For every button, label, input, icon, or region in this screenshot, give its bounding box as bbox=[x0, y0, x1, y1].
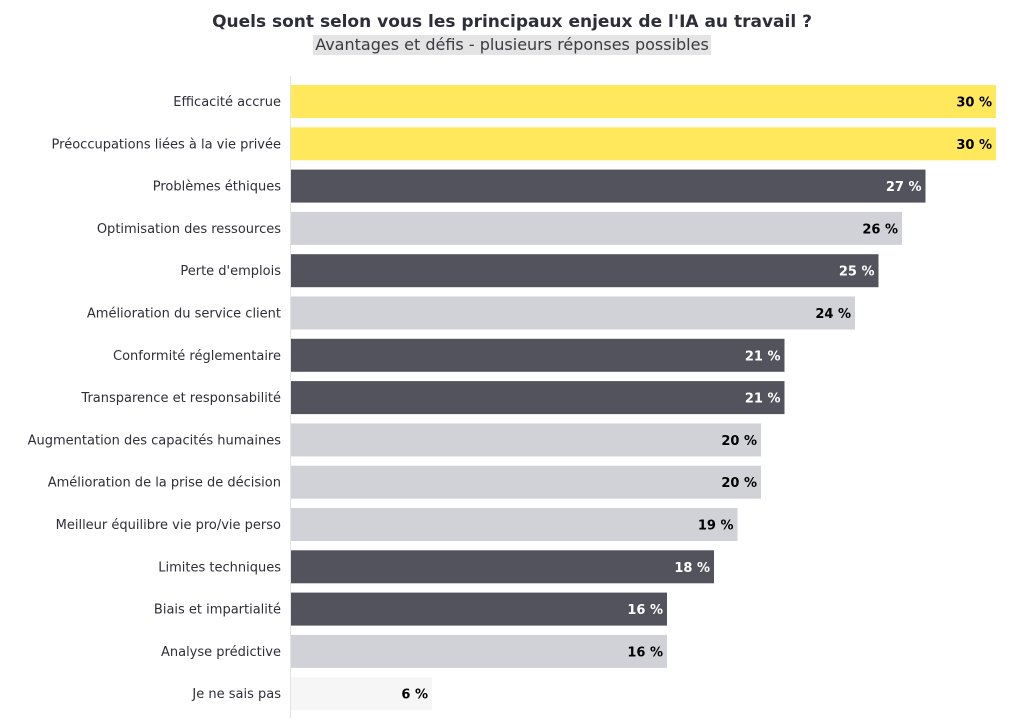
value-label: 27 % bbox=[886, 180, 922, 195]
bar bbox=[291, 85, 996, 118]
value-label: 30 % bbox=[956, 96, 992, 111]
value-label: 20 % bbox=[721, 434, 757, 449]
bar bbox=[291, 127, 996, 161]
category-label: Préoccupations liées à la vie privée bbox=[52, 137, 281, 152]
value-label: 19 % bbox=[698, 519, 734, 534]
value-label: 20 % bbox=[721, 476, 757, 491]
chart-subtitle: Avantages et défis - plusieurs réponses … bbox=[313, 35, 711, 55]
category-label: Amélioration de la prise de décision bbox=[48, 476, 281, 491]
bar bbox=[291, 169, 926, 203]
bar bbox=[291, 254, 879, 288]
category-label: Meilleur équilibre vie pro/vie perso bbox=[56, 518, 281, 533]
category-label: Je ne sais pas bbox=[191, 687, 281, 702]
value-label: 21 % bbox=[745, 392, 781, 407]
value-label: 30 % bbox=[956, 138, 992, 153]
chart-header: Quels sont selon vous les principaux enj… bbox=[0, 10, 1024, 55]
value-label: 25 % bbox=[839, 265, 875, 280]
value-label: 6 % bbox=[401, 688, 428, 703]
bar bbox=[291, 381, 785, 415]
chart-title: Quels sont selon vous les principaux enj… bbox=[212, 12, 812, 32]
bar bbox=[291, 508, 738, 541]
category-label: Transparence et responsabilité bbox=[80, 391, 281, 406]
category-label: Amélioration du service client bbox=[87, 307, 281, 322]
bar bbox=[291, 338, 785, 372]
bar bbox=[291, 677, 432, 711]
category-label: Biais et impartialité bbox=[154, 603, 281, 618]
category-label: Problèmes éthiques bbox=[153, 180, 281, 195]
value-label: 26 % bbox=[862, 222, 898, 237]
value-label: 18 % bbox=[674, 561, 710, 576]
bar bbox=[291, 211, 902, 245]
category-label: Perte d'emplois bbox=[180, 264, 281, 279]
category-label: Limites techniques bbox=[158, 560, 281, 575]
category-label: Optimisation des ressources bbox=[97, 222, 281, 237]
bar bbox=[291, 550, 714, 584]
bar bbox=[291, 592, 667, 626]
value-label: 16 % bbox=[627, 603, 663, 618]
value-label: 21 % bbox=[745, 349, 781, 364]
category-label: Augmentation des capacités humaines bbox=[28, 433, 282, 448]
value-label: 24 % bbox=[815, 307, 851, 322]
bar bbox=[291, 634, 667, 668]
category-label: Analyse prédictive bbox=[161, 645, 281, 660]
value-label: 16 % bbox=[627, 645, 663, 660]
bar bbox=[291, 296, 855, 330]
category-label: Efficacité accrue bbox=[173, 95, 281, 110]
bar bbox=[291, 465, 761, 499]
chart-subtitle-wrap: Avantages et défis - plusieurs réponses … bbox=[0, 35, 1024, 55]
category-label: Conformité réglementaire bbox=[113, 349, 281, 364]
bar bbox=[291, 423, 761, 457]
